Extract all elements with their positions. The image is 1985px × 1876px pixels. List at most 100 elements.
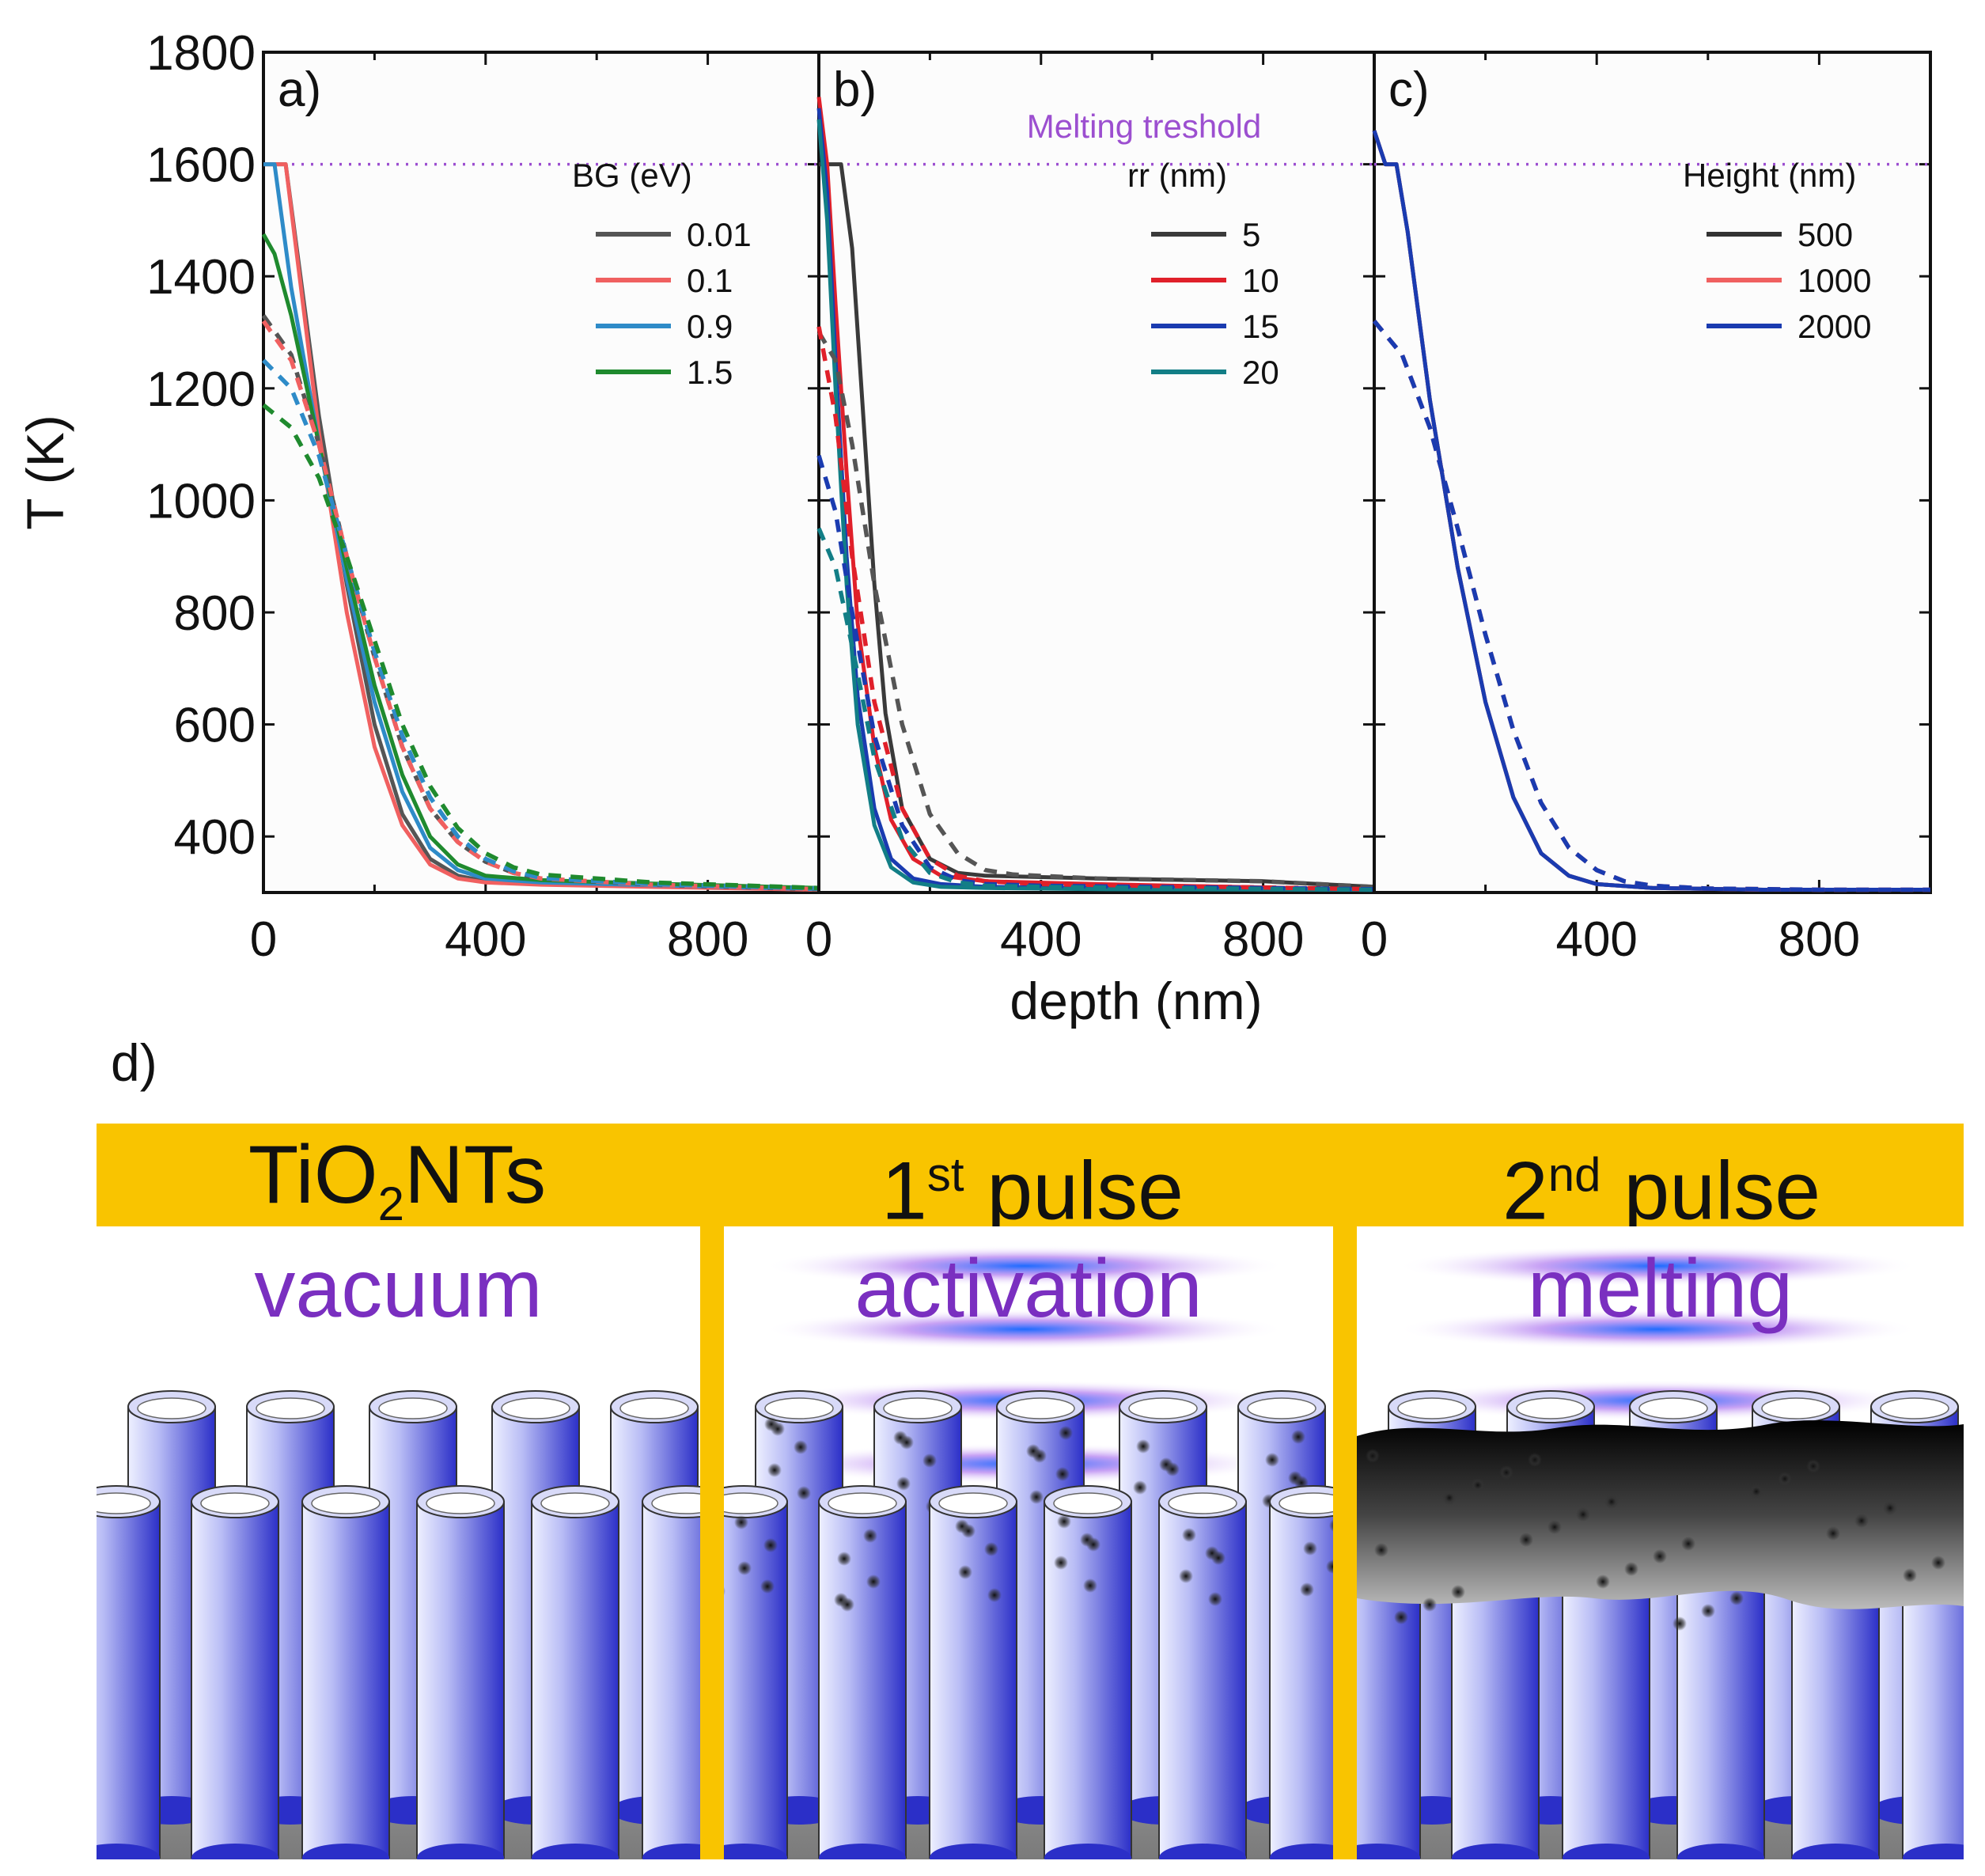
nanotube [642,1485,700,1859]
nanotube [724,1485,788,1859]
nanotube [301,1485,390,1859]
x-tick-label: 0 [1361,912,1388,967]
panel-a: 0 400 800 a) BG (eV) 0.01 0.1 0.9 1.5 1800 1600 140… [16,26,820,967]
legend-title: Height (nm) [1683,157,1856,194]
nanotube [1158,1485,1247,1859]
melt-particle [1519,1533,1533,1547]
plot-frame [817,51,1376,894]
legend-label: 500 [1797,216,1853,253]
x-tick-label: 800 [1779,912,1860,967]
melt-particle [1528,1453,1542,1467]
y-axis-label: T (K) [16,415,74,529]
melt-particle [1576,1507,1590,1522]
panel-c: 0 400 800 c) Height (nm) 500 1000 2000 [1361,51,1932,967]
melt-particle [1701,1604,1715,1618]
nanotube [191,1485,279,1859]
legend-label: 15 [1242,308,1279,345]
x-tick-label: 400 [445,912,526,967]
y-tick-label: 1600 [146,138,256,193]
y-tick-label: 1200 [146,362,256,417]
melt-particle [1547,1520,1562,1534]
melt-particle [1499,1465,1513,1480]
legend-label: 0.9 [687,308,733,345]
melt-particle [1442,1491,1457,1505]
stage-title-tio2nts: TiO2NTs [248,1129,547,1230]
legend-label: 20 [1242,354,1279,391]
y-tick-label: 1800 [146,26,256,81]
melt-particle [1451,1585,1465,1599]
legend-label: 5 [1242,216,1260,253]
melt-particle [1596,1575,1610,1589]
melt-particle [1374,1543,1388,1557]
melt-particle [1653,1549,1667,1563]
panel-b: 0 400 800 b) rr (nm) 5 10 15 20 Melting treshold d… [805,51,1376,1029]
series-line-0.9-solid [263,162,820,892]
melt-particle [1604,1495,1619,1509]
x-tick-label: 0 [805,912,832,967]
melt-particle [1778,1472,1792,1486]
stage-activation: activation [724,1226,1333,1859]
stage-title-second-pulse: 2nd pulse [1502,1145,1821,1237]
melt-particle [1749,1484,1763,1499]
y-tick-label: 1000 [146,474,256,529]
nanotube [1269,1485,1333,1859]
melt-particle [1826,1526,1840,1541]
series-line-1.5-dashed [262,403,820,891]
melt-particle [1624,1562,1638,1576]
y-tick-label: 600 [174,699,256,753]
plot-frame [1373,51,1932,894]
x-axis-label: depth (nm) [1010,972,1262,1029]
panel-label: a) [278,63,321,117]
y-tick-label: 800 [174,586,256,641]
plot-frame [262,51,820,894]
legend-label: 2000 [1797,308,1871,345]
melting-threshold-label: Melting treshold [1027,108,1261,145]
nanotube [531,1485,619,1859]
melt-particle [1903,1568,1917,1582]
panel-label: b) [833,63,877,117]
legend-label: 1000 [1797,262,1871,299]
nanotube [416,1485,505,1859]
caption-vacuum: vacuum [254,1243,543,1335]
y-tick-label: 1400 [146,250,256,305]
series-line-10-dashed [816,326,1375,892]
chart-area: 0 400 800 a) BG (eV) 0.01 0.1 0.9 1.5 1800 1600 140… [16,26,1932,1029]
series-line-2000-dashed [1372,320,1930,893]
legend-title: BG (eV) [572,157,692,194]
legend-label: 1.5 [687,354,733,391]
melt-particle [1854,1514,1869,1528]
nanotube [97,1485,161,1859]
caption-activation: activation [854,1243,1203,1335]
legend-label: 0.1 [687,262,733,299]
x-tick-label: 800 [667,912,748,967]
stage-melting: melting [1357,1226,1964,1859]
x-tick-label: 400 [1000,912,1082,967]
gutter-1 [700,1226,724,1859]
caption-melting: melting [1527,1243,1794,1335]
tubes-illustration-1 [97,1390,700,1859]
melt-particle [1729,1591,1744,1605]
title-band [97,1124,1964,1226]
melt-particle [1931,1556,1945,1570]
x-tick-label: 800 [1222,912,1304,967]
y-tick-label: 400 [174,810,256,865]
nanotube [929,1485,1017,1859]
melt-particle [1366,1449,1380,1463]
gutter-2 [1333,1226,1357,1859]
melt-particle [1681,1537,1695,1551]
melt-particle [1672,1616,1687,1631]
legend-label: 0.01 [687,216,752,253]
nanotube [818,1485,907,1859]
series-line-0.9-dashed [262,358,820,891]
x-tick-label: 0 [250,912,277,967]
melt-particle [1394,1610,1408,1624]
series-line-5-dashed [816,331,1375,889]
tubes-illustration-3 [1357,1245,1964,1859]
tubes-illustration-2 [724,1245,1333,1859]
legend-title: rr (nm) [1127,157,1227,194]
legend-label: 10 [1242,262,1279,299]
melt-particle [1883,1501,1897,1515]
melt-particle [1806,1459,1820,1473]
series-line-0.1-dashed [261,320,820,892]
nanotube [1044,1485,1132,1859]
